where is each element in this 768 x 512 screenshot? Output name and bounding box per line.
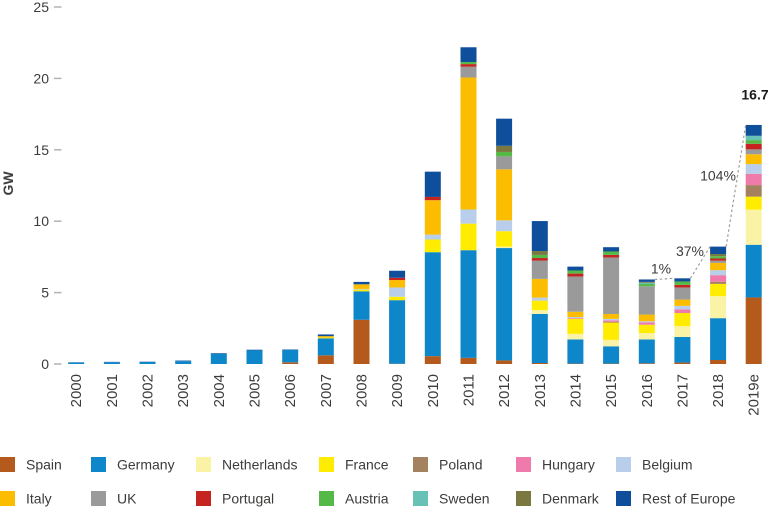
svg-text:2006: 2006 [282,374,299,407]
svg-text:15: 15 [33,142,49,158]
svg-text:2008: 2008 [354,374,371,407]
svg-text:2019e: 2019e [746,374,763,416]
svg-text:2002: 2002 [140,374,157,407]
svg-text:Denmark: Denmark [542,491,600,507]
svg-text:Rest of Europe: Rest of Europe [642,491,736,507]
svg-text:104%: 104% [700,168,736,184]
svg-text:2005: 2005 [247,374,264,407]
svg-text:2000: 2000 [68,374,85,407]
svg-text:20: 20 [33,70,49,86]
svg-text:France: France [345,457,389,473]
svg-text:1%: 1% [651,261,671,277]
svg-text:0: 0 [41,356,49,372]
svg-text:2007: 2007 [318,374,335,407]
svg-text:Italy: Italy [26,491,52,507]
svg-text:UK: UK [117,491,137,507]
svg-text:Germany: Germany [117,457,175,473]
svg-text:2001: 2001 [104,374,121,407]
svg-text:Belgium: Belgium [642,457,693,473]
svg-text:2017: 2017 [674,374,691,407]
svg-text:Hungary: Hungary [542,457,595,473]
svg-text:Portugal: Portugal [222,491,274,507]
svg-text:2016: 2016 [639,374,656,407]
svg-text:GW: GW [0,171,16,196]
svg-text:2011: 2011 [461,374,478,406]
svg-text:2014: 2014 [567,374,584,407]
svg-text:2003: 2003 [175,374,192,407]
svg-text:Spain: Spain [26,457,62,473]
svg-text:2010: 2010 [425,374,442,407]
svg-text:Poland: Poland [439,457,483,473]
svg-text:2013: 2013 [532,374,549,407]
svg-text:5: 5 [41,285,49,301]
svg-text:2004: 2004 [211,374,228,407]
svg-text:Sweden: Sweden [439,491,490,507]
svg-text:Austria: Austria [345,491,389,507]
svg-text:16.7: 16.7 [741,87,768,103]
svg-text:2015: 2015 [603,374,620,407]
svg-text:2012: 2012 [496,374,513,407]
svg-text:10: 10 [33,213,49,229]
svg-text:25: 25 [33,0,49,15]
svg-text:Netherlands: Netherlands [222,457,298,473]
svg-text:2018: 2018 [710,374,727,407]
svg-text:2009: 2009 [389,374,406,407]
svg-text:37%: 37% [676,243,704,259]
